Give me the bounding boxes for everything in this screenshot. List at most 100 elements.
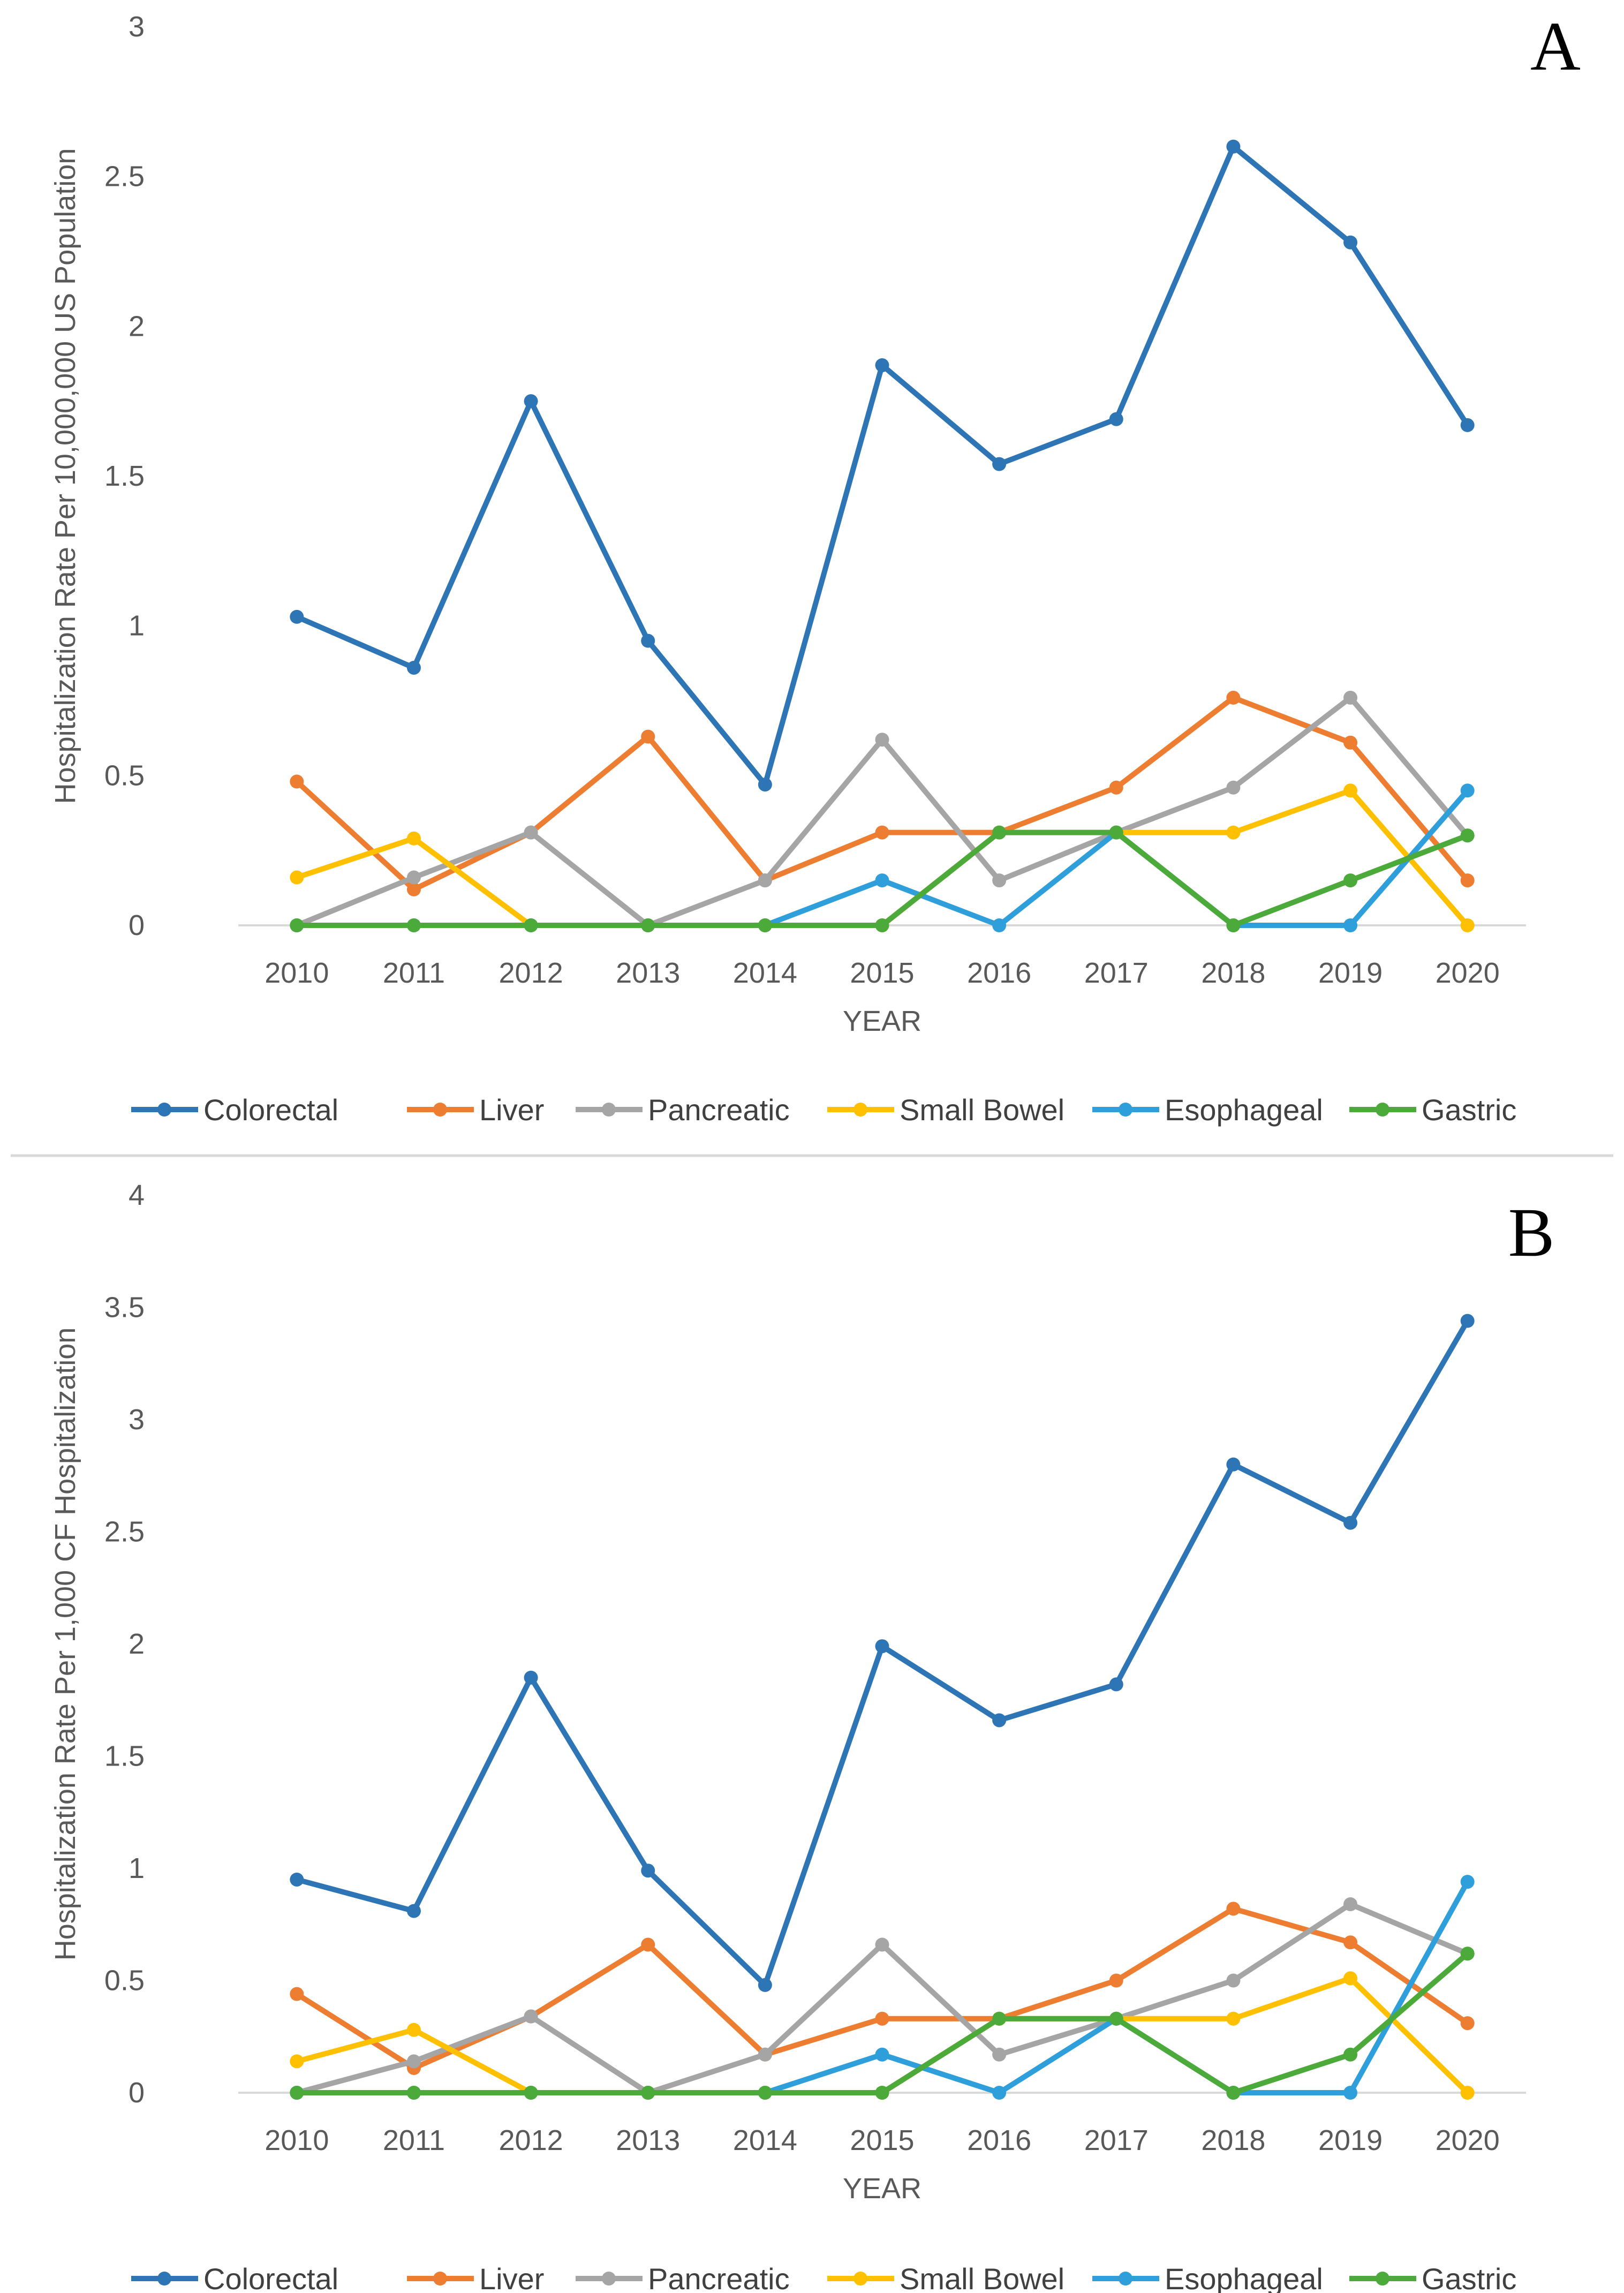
- panel-b-gastric-point: [1109, 2011, 1123, 2026]
- panel-a-gastric-point: [290, 918, 304, 932]
- panel-b-small-bowel-point: [1460, 2086, 1475, 2100]
- panel-b-y-tick-label: 2: [129, 1628, 145, 1660]
- panel-b-colorectal-point: [1460, 1314, 1475, 1328]
- panel-b-gastric-point: [758, 2086, 772, 2100]
- panel-a-x-tick-label: 2013: [616, 957, 680, 989]
- panel-a-legend-small-bowel-label: Small Bowel: [900, 1093, 1064, 1127]
- panel-a-y-tick-label: 2: [129, 310, 145, 342]
- panel-b-gastric-point: [641, 2086, 655, 2100]
- panel-a-legend-liver-label: Liver: [479, 1093, 544, 1127]
- panel-a-legend-esophageal-label: Esophageal: [1165, 1093, 1323, 1127]
- panel-b-legend-small-bowel-label: Small Bowel: [900, 2262, 1064, 2293]
- panel-b-gastric-point: [524, 2086, 538, 2100]
- panel-b-liver-point: [290, 1987, 304, 2001]
- panel-b-y-tick-label: 3: [129, 1404, 145, 1436]
- panel-a-gastric-point: [641, 918, 655, 932]
- panel-a-colorectal-point: [406, 660, 421, 675]
- panel-b-pancreatic-point: [1343, 1897, 1358, 1912]
- panel-a-gastric-point: [875, 918, 889, 932]
- panel-b-x-tick-label: 2013: [616, 2124, 680, 2156]
- panel-b-pancreatic-point: [406, 2054, 421, 2069]
- panel-b-x-tick-label: 2019: [1318, 2124, 1383, 2156]
- panel-a-colorectal-point: [290, 609, 304, 624]
- panel-a-pancreatic-point: [992, 873, 1007, 888]
- panel-a-legend-esophageal-marker: [1119, 1103, 1132, 1117]
- panel-a-colorectal-point: [758, 778, 772, 792]
- panel-b-legend-colorectal-marker: [157, 2272, 171, 2286]
- panel-b-liver-point: [1460, 2016, 1475, 2031]
- panel-b-gastric-point: [1226, 2086, 1241, 2100]
- panel-a-x-tick-label: 2010: [265, 957, 329, 989]
- panel-a-y-tick-label: 0: [129, 909, 145, 941]
- panel-b-colorectal-point: [992, 1713, 1007, 1728]
- panel-a-x-tick-label: 2011: [383, 957, 445, 989]
- panel-a-x-tick-label: 2012: [499, 957, 563, 989]
- panel-b-liver-point: [1343, 1935, 1358, 1950]
- panel-b-legend-liver-marker: [433, 2272, 447, 2286]
- panel-b-liver-point: [641, 1937, 655, 1952]
- panel-b-pancreatic-point: [758, 2047, 772, 2062]
- panel-a-x-tick-label: 2020: [1436, 957, 1500, 989]
- panel-b-x-tick-label: 2016: [967, 2124, 1031, 2156]
- panel-b-colorectal-point: [641, 1864, 655, 1878]
- panel-b-pancreatic-point: [1226, 1973, 1241, 1988]
- panel-b-legend-gastric-marker: [1376, 2272, 1389, 2286]
- panel-a-legend-liver-marker: [433, 1103, 447, 1117]
- panel-b-gastric-point: [1460, 1947, 1475, 1961]
- panel-a-colorectal-point: [1343, 235, 1358, 250]
- panel-a-gastric-point: [758, 918, 772, 932]
- panel-a-legend-pancreatic-label: Pancreatic: [648, 1093, 790, 1127]
- panel-a-y-axis-title: Hospitalization Rate Per 10,000,000 US P…: [49, 148, 81, 804]
- panel-b-y-tick-label: 4: [129, 1179, 145, 1211]
- panel-a-gastric-point: [406, 918, 421, 932]
- panel-b-x-tick-label: 2015: [850, 2124, 914, 2156]
- panel-a-y-tick-label: 3: [129, 11, 145, 43]
- panel-a-liver-point: [290, 774, 304, 789]
- panel-a-pancreatic-point: [1226, 780, 1241, 795]
- panel-a-x-tick-label: 2019: [1318, 957, 1383, 989]
- panel-b-y-tick-label: 3.5: [104, 1292, 145, 1324]
- panel-b-colorectal-point: [1343, 1515, 1358, 1530]
- panel-a-legend-pancreatic-marker: [602, 1103, 616, 1117]
- panel-b-y-tick-label: 0.5: [104, 1965, 145, 1997]
- panel-a-pancreatic-point: [406, 870, 421, 885]
- panel-b-x-tick-label: 2012: [499, 2124, 563, 2156]
- panel-b-legend-esophageal-label: Esophageal: [1165, 2262, 1323, 2293]
- panel-b-legend-pancreatic-marker: [602, 2272, 616, 2286]
- panel-a-pancreatic-point: [524, 825, 538, 840]
- panel-a-label: A: [1530, 8, 1581, 85]
- panel-b-small-bowel-point: [1343, 1971, 1358, 1986]
- panel-a-esophageal-point: [992, 918, 1007, 932]
- panel-a-legend-colorectal-marker: [157, 1103, 171, 1117]
- panel-a-colorectal-point: [1460, 418, 1475, 432]
- panel-b-y-tick-label: 0: [129, 2077, 145, 2109]
- panel-a-liver-point: [1109, 780, 1123, 795]
- panel-b-x-tick-label: 2017: [1084, 2124, 1149, 2156]
- panel-b-small-bowel-point: [406, 2023, 421, 2037]
- panel-b-esophageal-point: [992, 2086, 1007, 2100]
- panel-b-liver-point: [875, 2011, 889, 2026]
- panel-a-gastric-point: [992, 825, 1007, 840]
- panel-a-y-tick-label: 1: [129, 610, 145, 642]
- panel-b-y-tick-label: 2.5: [104, 1516, 145, 1548]
- panel-b-y-tick-label: 1.5: [104, 1740, 145, 1772]
- panel-a-liver-point: [406, 882, 421, 896]
- panel-b-colorectal-point: [406, 1904, 421, 1918]
- panel-a-liver-point: [1226, 690, 1241, 705]
- panel-a-small-bowel-point: [1343, 783, 1358, 798]
- panel-a-x-axis-title: YEAR: [843, 1005, 921, 1037]
- panel-a-liver-point: [641, 729, 655, 744]
- panel-b-legend-liver-label: Liver: [479, 2262, 544, 2293]
- panel-a-pancreatic-point: [758, 873, 772, 888]
- panel-a-small-bowel-point: [1460, 918, 1475, 932]
- panel-a-pancreatic-point: [875, 733, 889, 747]
- panel-b-x-axis-title: YEAR: [843, 2173, 921, 2205]
- panel-a-colorectal-point: [524, 394, 538, 409]
- panel-b-pancreatic-point: [524, 2009, 538, 2024]
- panel-b-x-tick-label: 2014: [733, 2124, 797, 2156]
- panel-b-small-bowel-point: [290, 2054, 304, 2069]
- panel-b-legend-pancreatic-label: Pancreatic: [648, 2262, 790, 2293]
- panel-b-gastric-point: [992, 2011, 1007, 2026]
- panel-a-x-tick-label: 2018: [1201, 957, 1265, 989]
